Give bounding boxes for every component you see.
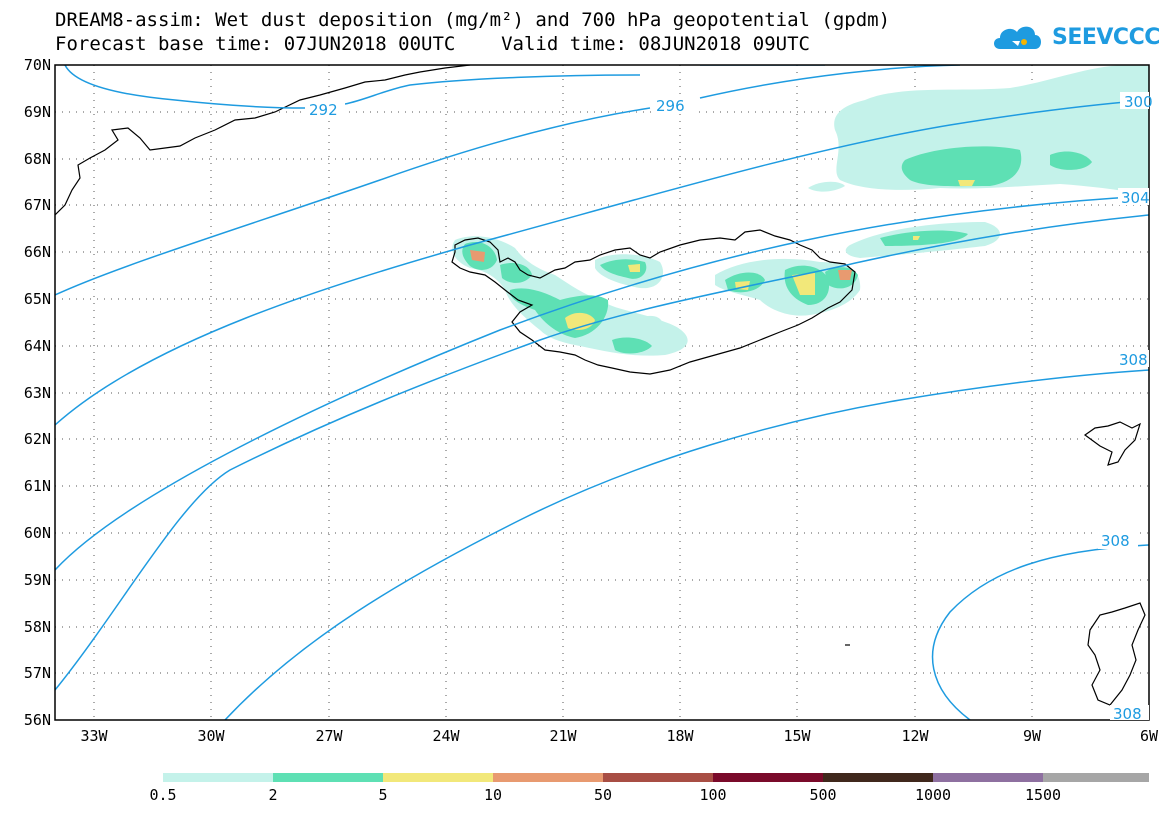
lat-label: 62N bbox=[24, 430, 51, 448]
contour-label-292: 292 bbox=[309, 101, 338, 119]
map-title-line1: DREAM8-assim: Wet dust deposition (mg/m²… bbox=[55, 9, 891, 31]
lat-label: 60N bbox=[24, 524, 51, 542]
lat-label: 64N bbox=[24, 337, 51, 355]
lon-label: 9W bbox=[1023, 727, 1042, 745]
legend-label: 1500 bbox=[1024, 786, 1062, 804]
coastlines bbox=[55, 65, 1146, 706]
lat-label: 70N bbox=[24, 56, 51, 74]
legend-label: 5 bbox=[378, 786, 388, 804]
legend-swatch bbox=[823, 773, 933, 782]
map-gridlines bbox=[55, 65, 1149, 720]
latitude-labels: 70N 69N 68N 67N 66N 65N 64N 63N 62N 61N … bbox=[24, 56, 51, 729]
lat-label: 68N bbox=[24, 150, 51, 168]
contour-label-300: 300 bbox=[1124, 93, 1153, 111]
lon-label: 30W bbox=[197, 727, 225, 745]
geopotential-contours bbox=[55, 65, 1149, 720]
lat-label: 67N bbox=[24, 196, 51, 214]
cloud-icon bbox=[994, 26, 1041, 49]
legend-swatch bbox=[273, 773, 383, 782]
lon-label: 15W bbox=[783, 727, 811, 745]
contour-labels: 292 296 300 304 308 308 308 bbox=[305, 92, 1153, 723]
map-frame bbox=[54, 64, 1150, 721]
color-legend bbox=[163, 773, 1149, 782]
lon-label: 33W bbox=[80, 727, 108, 745]
lon-label: 18W bbox=[666, 727, 694, 745]
lat-label: 61N bbox=[24, 477, 51, 495]
lat-label: 65N bbox=[24, 290, 51, 308]
lat-label: 69N bbox=[24, 103, 51, 121]
legend-label: 2 bbox=[268, 786, 278, 804]
lat-label: 56N bbox=[24, 711, 51, 729]
seevccc-logo: SEEVCCC bbox=[990, 20, 1160, 54]
lon-label: 27W bbox=[315, 727, 343, 745]
lat-label: 59N bbox=[24, 571, 51, 589]
lat-label: 63N bbox=[24, 384, 51, 402]
legend-label: 100 bbox=[699, 786, 727, 804]
legend-swatch bbox=[383, 773, 493, 782]
legend-swatch bbox=[1043, 773, 1149, 782]
lat-label: 58N bbox=[24, 618, 51, 636]
legend-swatch bbox=[493, 773, 603, 782]
contour-label-296: 296 bbox=[656, 97, 685, 115]
legend-swatch bbox=[603, 773, 713, 782]
legend-label: 10 bbox=[483, 786, 503, 804]
longitude-labels: 33W 30W 27W 24W 21W 18W 15W 12W 9W 6W bbox=[80, 727, 1159, 745]
lat-label: 66N bbox=[24, 243, 51, 261]
legend-label: 1000 bbox=[914, 786, 952, 804]
legend-label: 0.5 bbox=[149, 786, 177, 804]
dust-deposition-shading bbox=[452, 65, 1149, 356]
legend-swatch bbox=[163, 773, 273, 782]
lon-label: 21W bbox=[549, 727, 577, 745]
logo-text: SEEVCCC bbox=[1052, 24, 1160, 50]
contour-label-304: 304 bbox=[1121, 189, 1150, 207]
contour-label-308-south: 308 bbox=[1101, 532, 1130, 550]
contour-label-308-corner: 308 bbox=[1113, 705, 1142, 723]
legend-label: 50 bbox=[593, 786, 613, 804]
legend-label: 500 bbox=[809, 786, 837, 804]
lon-label: 12W bbox=[901, 727, 929, 745]
map-title-line2: Forecast base time: 07JUN2018 00UTC Vali… bbox=[55, 33, 810, 55]
legend-swatch bbox=[713, 773, 823, 782]
contour-label-308-east: 308 bbox=[1119, 351, 1148, 369]
lon-label: 6W bbox=[1140, 727, 1159, 745]
lon-label: 24W bbox=[432, 727, 460, 745]
legend-swatch bbox=[933, 773, 1043, 782]
lat-label: 57N bbox=[24, 664, 51, 682]
